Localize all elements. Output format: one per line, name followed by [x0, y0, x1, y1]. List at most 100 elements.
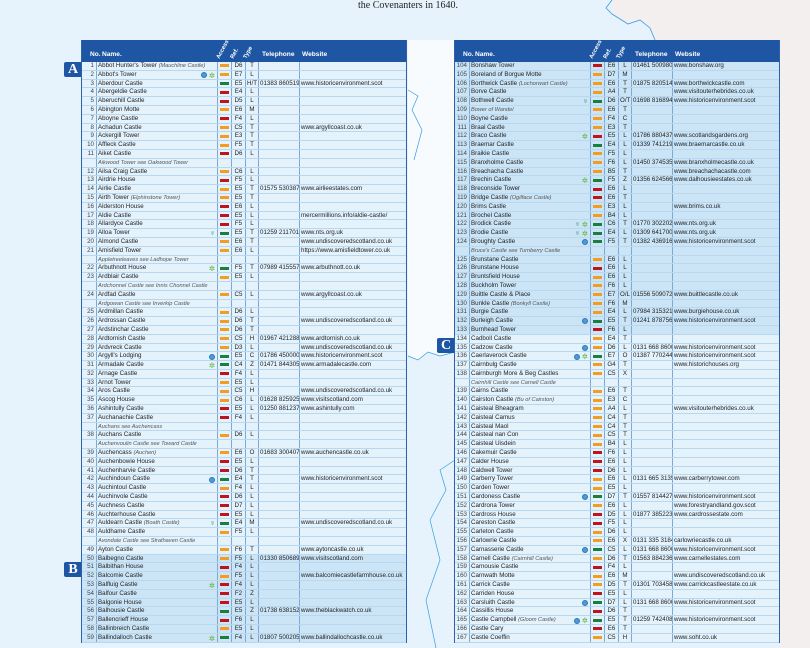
- website-link[interactable]: www.historicenvironment.scot: [674, 352, 756, 360]
- castle-number: 142: [455, 413, 470, 422]
- header-website: Website: [675, 51, 701, 58]
- access-restricted-bar: [593, 574, 602, 578]
- castle-name-text: Brochel Castle: [471, 211, 512, 219]
- website-link[interactable]: www.undiscoveredscotland.co.uk: [674, 572, 766, 580]
- access-cell: [218, 176, 232, 185]
- website-link[interactable]: www.soht.co.uk: [674, 633, 717, 641]
- castle-name: Ascog House: [97, 396, 218, 405]
- castle-name: Cadboll Castle: [470, 334, 591, 343]
- map-ref: E4: [232, 519, 246, 528]
- website-link[interactable]: www.visitouterhebrides.co.uk: [674, 88, 754, 96]
- empty-cell: [632, 246, 673, 255]
- table-row: 163 Carsluith Castle D7 L 0131 668 8600 www.h…: [455, 598, 779, 608]
- access-open-bar: [593, 618, 602, 622]
- castle-type: Z: [246, 361, 259, 369]
- castle-type: L: [246, 343, 259, 352]
- website-link[interactable]: www.breachachacastle.com: [674, 167, 751, 175]
- website-link[interactable]: www.armadalecastle.com: [301, 361, 372, 369]
- website-link[interactable]: www.ashintully.com: [301, 405, 355, 413]
- website-link[interactable]: www.branxholmecastle.co.uk: [674, 158, 754, 166]
- website-link[interactable]: www.carberrytower.com: [674, 475, 740, 483]
- telephone: 0131 668 8600: [633, 598, 673, 607]
- castle-name-text: Castle Cary: [471, 625, 504, 632]
- castle-type: L: [246, 167, 259, 176]
- website-link[interactable]: www.historicenvironment.scot: [674, 545, 756, 553]
- table-row: 36 Ashintully Castle E5 L 01250 881237 www.as…: [82, 405, 406, 414]
- castle-name-text: Breachacha Castle: [471, 167, 524, 175]
- castle-number: 51: [82, 563, 97, 572]
- website-link[interactable]: www.historicenvironment.scot: [301, 79, 383, 87]
- empty-cell: [619, 246, 632, 255]
- website-link[interactable]: www.nts.org.uk: [301, 229, 343, 237]
- website-link[interactable]: www.airlieestates.com: [301, 185, 363, 193]
- website-link[interactable]: www.undiscoveredscotland.co.uk: [301, 237, 393, 245]
- website-link[interactable]: www.undiscoveredscotland.co.uk: [301, 317, 393, 325]
- website-link[interactable]: www.buittlecastle.co.uk: [674, 290, 738, 298]
- castle-name-text: Caisteal nan Con: [471, 431, 519, 439]
- website-link[interactable]: www.cardrossestate.com: [674, 510, 743, 518]
- website-link[interactable]: www.nts.org.uk: [674, 220, 716, 228]
- website-link[interactable]: www.argyllcoast.co.uk: [301, 123, 362, 131]
- website-link[interactable]: www.brims.co.uk: [674, 202, 721, 210]
- castle-name-text: Aboyne Castle: [98, 114, 139, 122]
- access-restricted-bar: [593, 169, 602, 173]
- castle-name-text: Bonshaw Tower: [471, 62, 515, 69]
- map-ref: D5: [232, 97, 246, 105]
- website-link[interactable]: www.aytoncastle.co.uk: [301, 545, 364, 553]
- castle-number: 148: [455, 466, 470, 475]
- table-row: 31 Armadale Castle ✲ C4 Z 01471 844305 www.arm…: [82, 361, 406, 370]
- website-link[interactable]: www.historicenvironment.scot: [674, 493, 756, 501]
- website-link[interactable]: www.balcomiecastlefarmhouse.co.uk: [301, 572, 403, 580]
- website-link[interactable]: www.historichouses.org: [674, 361, 739, 369]
- website-link[interactable]: www.ardtornish.co.uk: [301, 334, 360, 342]
- website-link[interactable]: www.undiscoveredscotland.co.uk: [301, 343, 393, 351]
- website-link[interactable]: www.undiscoveredscotland.co.uk: [301, 519, 393, 527]
- empty-cell: [300, 537, 406, 545]
- website-link[interactable]: www.braemarcastle.co.uk: [674, 141, 745, 149]
- website-link[interactable]: www.historicenvironment.scot: [674, 317, 756, 325]
- telephone: [632, 440, 673, 449]
- website-link[interactable]: www.bonshaw.org: [674, 62, 724, 69]
- website-link[interactable]: www.auchencastle.co.uk: [301, 449, 369, 457]
- website-link[interactable]: www.carrickcastleestate.co.uk: [674, 581, 757, 589]
- access-cell: [591, 290, 605, 299]
- telephone: [259, 202, 300, 211]
- website-link[interactable]: www.burgiehouse.co.uk: [674, 308, 740, 316]
- website-link[interactable]: www.nts.org.uk: [674, 229, 716, 237]
- website-link[interactable]: www.historicenvironment.scot: [674, 97, 756, 105]
- castle-number: 159: [455, 563, 470, 572]
- website-link[interactable]: www.scotlandsgardens.org: [674, 132, 748, 140]
- website-link[interactable]: www.undiscoveredscotland.co.uk: [301, 387, 393, 395]
- castle-number: 137: [455, 361, 470, 369]
- website-link[interactable]: www.borthwickcastle.com: [674, 79, 745, 87]
- castle-name: Brechin Castle ✲: [470, 176, 591, 185]
- castle-number: 6: [82, 105, 97, 114]
- website-link[interactable]: www.historicenvironment.scot: [674, 343, 756, 351]
- website-link[interactable]: www.forestryandland.gov.scot: [674, 501, 756, 509]
- website-link[interactable]: www.arbuthnott.co.uk: [301, 264, 361, 272]
- website-link[interactable]: www.visitscotland.com: [301, 396, 363, 404]
- website-link[interactable]: carlowriecastle.co.uk: [674, 537, 732, 545]
- castle-name: Carlowrie Castle: [470, 537, 591, 545]
- castle-number: 12: [82, 167, 97, 176]
- website-link[interactable]: mercermillions.info/aldie-castle/: [301, 211, 388, 219]
- castle-name: Ballindalloch Castle ✲: [97, 633, 218, 642]
- website-link[interactable]: https://www.amisfieldtower.co.uk: [301, 246, 391, 254]
- website-link[interactable]: www.historicenvironment.scot: [674, 616, 756, 624]
- website-link[interactable]: www.visitouterhebrides.co.uk: [674, 405, 754, 413]
- website-link[interactable]: www.historicenvironment.scot: [301, 475, 383, 483]
- website-link[interactable]: www.ballindallochcastle.co.uk: [301, 633, 383, 641]
- website-link[interactable]: www.carnellestates.com: [674, 554, 741, 562]
- table-row: 162 Carriden House E5 L: [455, 589, 779, 599]
- website-link[interactable]: www.historicenvironment.scot: [301, 352, 383, 360]
- website-link[interactable]: www.argyllcoast.co.uk: [301, 290, 362, 298]
- map-ref: D6: [232, 62, 246, 70]
- access-cell: [218, 510, 232, 519]
- website-link[interactable]: www.historicenvironment.scot: [674, 237, 756, 245]
- website-link[interactable]: www.visitscotland.com: [301, 554, 363, 562]
- website-link[interactable]: www.theblackwatch.co.uk: [301, 607, 372, 615]
- access-cell: [591, 554, 605, 563]
- website-link[interactable]: www.historicenvironment.scot: [674, 598, 756, 606]
- website-link[interactable]: www.dalhousieestates.co.uk: [674, 176, 752, 184]
- website-link: [300, 581, 406, 589]
